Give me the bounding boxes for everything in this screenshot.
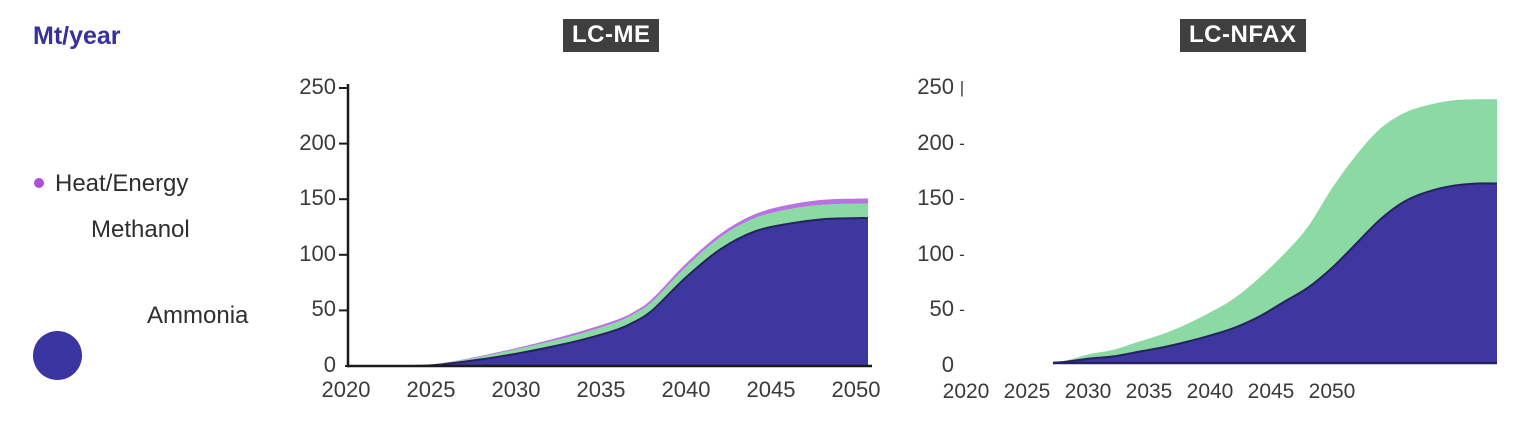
lcnfax-x-axis-labels: 2020 2025 2030 2035 2040 2045 2050	[938, 380, 1360, 404]
legend-item-heat-energy: Heat/Energy	[55, 170, 189, 197]
x-tick-label: 2035	[576, 377, 626, 402]
lcnfax-y-axis-labels: 250 | 200- 150- 100- 50- 0	[886, 74, 970, 377]
lcnfax-plot-area	[1052, 99, 1498, 365]
lcme-x-axis-labels: 2020 2025 2030 2035 2040 2045 2050	[315, 377, 887, 403]
x-tick-label: 2050	[1308, 380, 1356, 403]
area-band-ammonia	[1053, 183, 1497, 363]
y-tick-row: 150-	[886, 185, 970, 211]
y-tick-label: 200	[299, 129, 336, 155]
y-tick-label: 100	[917, 240, 954, 266]
heat-energy-dot-icon	[34, 178, 44, 188]
y-axis-unit-label: Mt/year	[33, 22, 121, 50]
x-tick-label: 2045	[1247, 380, 1295, 403]
y-tick-mark: -	[959, 189, 965, 209]
x-tick-label: 2035	[1125, 380, 1173, 403]
y-tick-mark: -	[959, 133, 965, 153]
x-tick-label: 2020	[321, 377, 371, 402]
x-tick-label: 2040	[1186, 380, 1234, 403]
x-tick-label: 2020	[942, 380, 990, 403]
x-tick-label: 2050	[831, 377, 881, 402]
y-tick-label: 150	[299, 185, 336, 211]
y-tick-row: 50-	[886, 296, 970, 322]
chart-title-lc-nfax: LC-NFAX	[1180, 19, 1306, 52]
y-tick-label: 0	[323, 351, 336, 377]
y-tick-label: 200	[917, 129, 954, 155]
y-tick-label: 50	[311, 296, 336, 322]
chart-title-lc-me: LC-ME	[563, 19, 660, 52]
y-tick-label: 250	[299, 74, 336, 99]
lcme-y-tick-marks	[339, 87, 348, 312]
y-tick-row: 250 |	[886, 74, 970, 99]
x-tick-label: 2030	[1064, 380, 1112, 403]
legend-item-ammonia: Ammonia	[147, 302, 249, 329]
y-tick-label: 100	[299, 240, 336, 266]
x-tick-label: 2040	[661, 377, 711, 402]
y-tick-mark: |	[959, 78, 965, 97]
y-tick-label: 250	[917, 74, 954, 99]
legend-item-methanol: Methanol	[91, 216, 190, 243]
x-tick-label: 2025	[406, 377, 456, 402]
lcme-y-axis-labels: 250 200 150 100 50 0	[276, 74, 336, 377]
area-band-ammonia	[345, 218, 868, 367]
y-tick-label: 150	[917, 185, 954, 211]
y-tick-mark: -	[959, 244, 965, 264]
ammonia-top-edge	[1052, 182, 1498, 364]
ammonia-bubble-icon	[33, 331, 82, 380]
y-tick-row: 200-	[886, 129, 970, 155]
lcme-plot-area	[339, 84, 872, 368]
x-tick-label: 2025	[1003, 380, 1051, 403]
y-tick-row: 0	[886, 351, 970, 377]
area-band-methanol	[1053, 99, 1497, 363]
y-tick-mark: -	[959, 300, 965, 320]
y-tick-row: 100-	[886, 240, 970, 266]
lcme-axes	[346, 84, 872, 368]
x-tick-label: 2045	[746, 377, 796, 402]
x-tick-label: 2030	[491, 377, 541, 402]
y-tick-label: 50	[929, 296, 954, 322]
y-tick-label: 0	[941, 351, 954, 377]
